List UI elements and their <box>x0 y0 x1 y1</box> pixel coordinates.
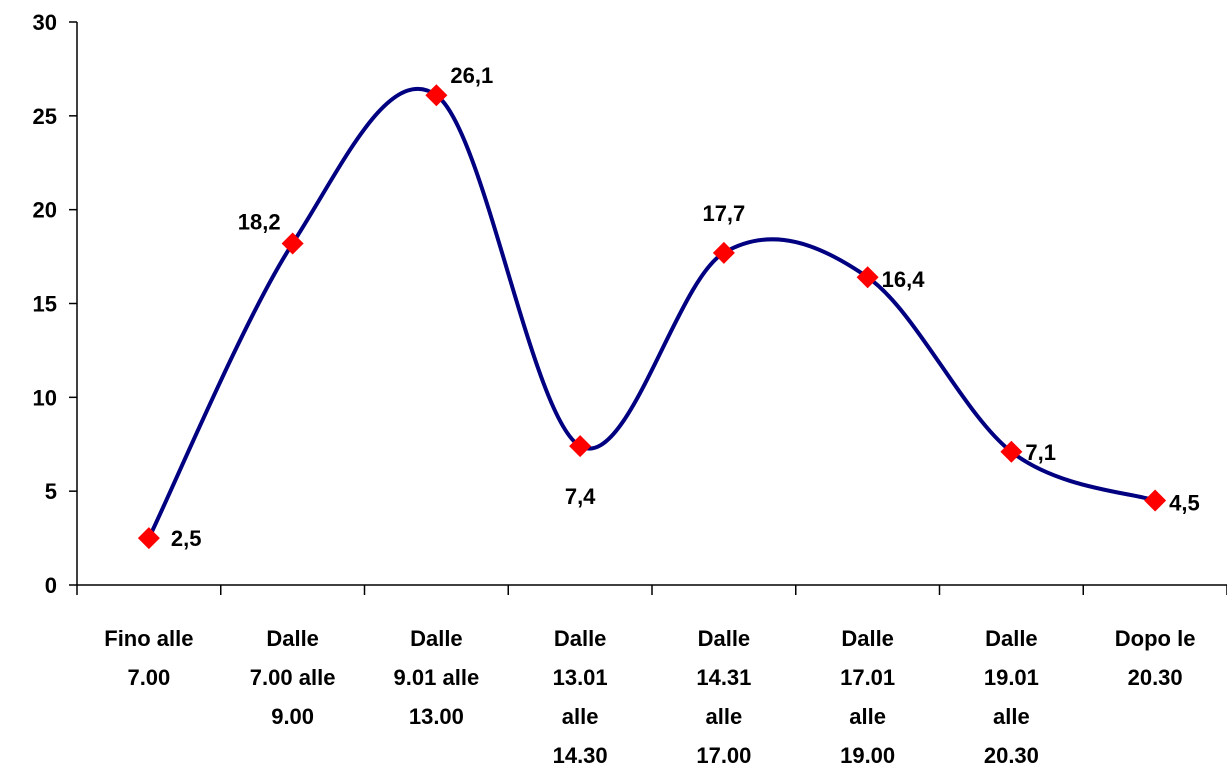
x-tick-label: Dalle 13.01 alle 14.30 <box>553 626 608 768</box>
x-ticks: Fino alle 7.00 Dalle 7.00 alle 9.00 Dalle 9.01… <box>76 585 1227 768</box>
x-tick-label: Dalle 19.01 alle 20.30 <box>984 626 1039 768</box>
data-point-marker <box>569 435 592 458</box>
data-label: 17,7 <box>702 201 745 226</box>
data-label: 7,1 <box>1025 440 1056 465</box>
data-labels: 2,5 18,2 26,1 7,4 17,7 16,4 7,1 4,5 <box>171 63 1200 551</box>
y-tick-label: 30 <box>33 10 57 35</box>
data-point-marker <box>425 84 448 107</box>
data-label: 18,2 <box>238 209 281 234</box>
y-ticks: 0 5 10 15 20 25 30 <box>33 10 77 598</box>
data-label: 16,4 <box>882 267 926 292</box>
series-line <box>147 86 1156 539</box>
data-markers <box>137 84 1167 550</box>
x-tick-label: Dopo le 20.30 <box>1115 626 1196 690</box>
data-label: 7,4 <box>565 484 596 509</box>
data-point-marker <box>856 266 879 289</box>
y-tick-label: 10 <box>33 385 57 410</box>
data-point-marker <box>137 527 160 550</box>
y-tick-label: 20 <box>33 198 57 223</box>
data-label: 2,5 <box>171 526 202 551</box>
y-tick-label: 5 <box>45 479 57 504</box>
y-tick-label: 25 <box>33 104 57 129</box>
y-tick-label: 15 <box>33 292 57 317</box>
data-label: 26,1 <box>450 63 493 88</box>
data-point-marker <box>1000 440 1023 463</box>
data-point-marker <box>281 232 304 255</box>
y-tick-label: 0 <box>45 573 57 598</box>
x-tick-label: Fino alle 7.00 <box>104 626 193 690</box>
axes <box>76 22 1227 586</box>
x-tick-label: Dalle 17.01 alle 19.00 <box>840 626 895 768</box>
x-tick-label: Dalle 9.01 alle 13.00 <box>394 626 480 729</box>
data-label: 4,5 <box>1169 491 1200 516</box>
x-tick-label: Dalle 7.00 alle 9.00 <box>250 626 336 729</box>
data-point-marker <box>712 241 735 264</box>
data-point-marker <box>1144 489 1167 512</box>
x-tick-label: Dalle 14.31 alle 17.00 <box>696 626 751 768</box>
